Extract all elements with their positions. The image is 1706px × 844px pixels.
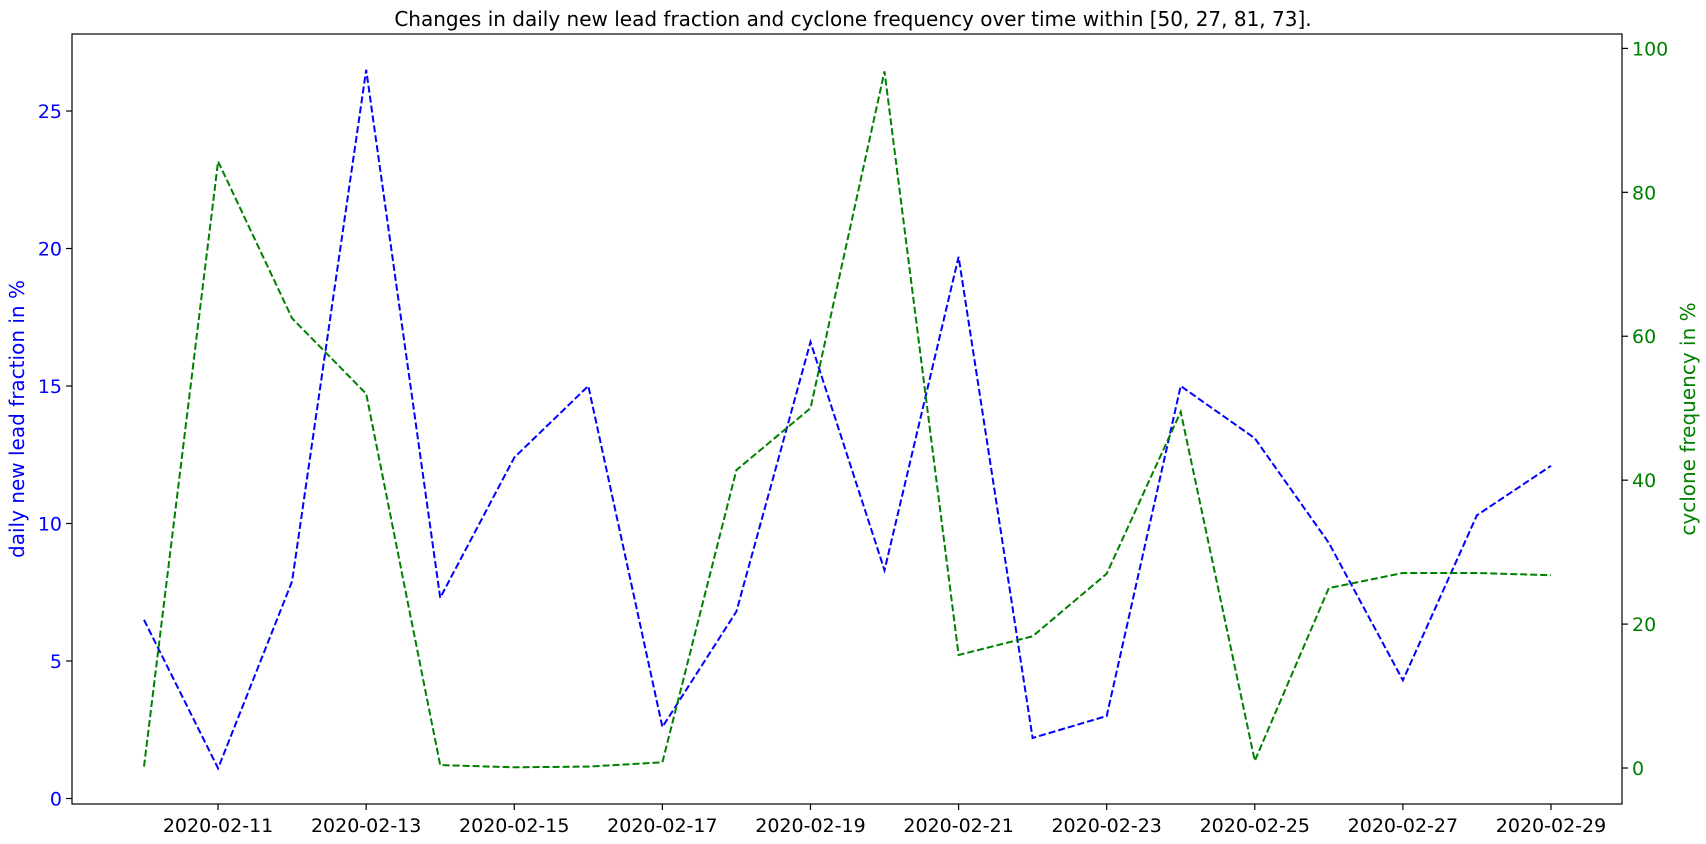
x-tick-label: 2020-02-25 [1200, 815, 1310, 837]
plot-area [143, 69, 1552, 771]
right-axis-label: cyclone frequency in % [1676, 302, 1700, 535]
right-y-tick-label: 80 [1632, 182, 1656, 204]
right-y-tick-label: 100 [1632, 38, 1668, 60]
left-y-tick-label: 25 [38, 101, 62, 123]
x-tick-label: 2020-02-15 [459, 815, 569, 837]
series-line-cyclone-frequency [143, 71, 1552, 769]
left-y-tick-label: 5 [50, 651, 62, 673]
chart-title: Changes in daily new lead fraction and c… [394, 7, 1311, 31]
axes: 2020-02-11 2020-02-13 2020-02-15 2020-02-17… [38, 33, 1668, 837]
series-line-lead-fraction [143, 69, 1552, 771]
right-y-tick-label: 40 [1632, 470, 1656, 492]
left-y-tick-label: 15 [38, 376, 62, 398]
left-axis-label: daily new lead fraction in % [5, 280, 29, 558]
plot-frame [71, 33, 1623, 805]
left-y-tick-label: 0 [50, 789, 62, 811]
right-y-tick-label: 60 [1632, 326, 1656, 348]
left-y-tick-label: 10 [38, 514, 62, 536]
x-tick-label: 2020-02-23 [1051, 815, 1161, 837]
x-tick-label: 2020-02-19 [755, 815, 865, 837]
x-tick-label: 2020-02-27 [1348, 815, 1458, 837]
right-y-tick-label: 20 [1632, 614, 1656, 636]
x-tick-label: 2020-02-13 [311, 815, 421, 837]
x-tick-label: 2020-02-29 [1496, 815, 1606, 837]
x-tick-label: 2020-02-21 [903, 815, 1013, 837]
x-tick-label: 2020-02-17 [607, 815, 717, 837]
right-y-tick-label: 0 [1632, 758, 1644, 780]
x-tick-label: 2020-02-11 [163, 815, 273, 837]
left-y-tick-label: 20 [38, 239, 62, 261]
